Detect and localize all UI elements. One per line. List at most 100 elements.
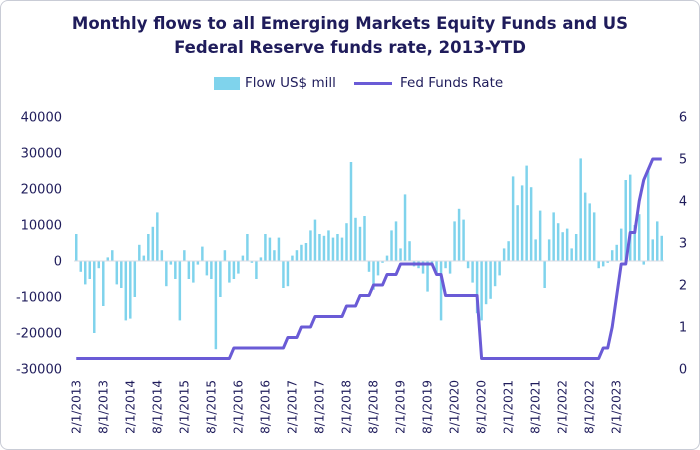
flow-bar [268,237,272,261]
y-right-tick-label: 0 [679,363,687,378]
flow-bar [647,171,650,261]
x-tick-label: 8/1/2018 [367,380,381,434]
flow-bar [502,248,506,261]
flow-bar [457,208,461,261]
flow-bar [592,212,596,261]
flow-bar [304,243,308,261]
flow-bar [88,261,91,279]
flow-bar [624,180,627,261]
flow-bar [462,219,465,261]
flow-bar [259,257,263,261]
flow-bar [556,223,560,261]
x-tick-label: 8/1/2021 [529,380,543,434]
flow-bar [201,246,204,261]
flow-bar [223,250,227,261]
flow-bar [291,255,294,261]
flow-bar [309,230,312,261]
flow-bar [327,230,330,261]
flow-bar [475,261,479,314]
flow-bar [124,261,128,321]
y-right-tick-label: 6 [679,111,687,126]
flow-bar [286,261,290,287]
flow-bar [511,176,515,261]
legend-item-flow: Flow US$ mill [214,72,336,94]
flow-bar [282,261,285,288]
flow-bar [471,261,474,283]
flow-bar [93,261,96,333]
flow-bar [273,250,276,261]
flow-bar [399,248,402,261]
flow-bar [390,230,393,261]
flow-bar [228,261,231,283]
flow-bar [435,261,438,274]
x-tick-label: 2/1/2016 [231,380,245,434]
x-tick-label: 8/1/2015 [204,380,218,434]
x-tick-label: 8/1/2014 [150,380,164,434]
flow-bar [322,235,326,261]
flow-bar [255,261,258,279]
flow-bar [529,187,533,261]
flow-bar [651,239,654,261]
flow-bar [178,261,182,321]
flow-bar [484,261,488,305]
flow-bar [570,248,573,261]
flow-bar [336,234,339,261]
flow-bar [489,261,492,299]
flow-bar [300,244,303,261]
y-right-tick-label: 5 [679,153,687,168]
flow-bar [579,158,582,261]
flow-bar [498,261,501,276]
flow-bar [187,261,191,279]
chart-title: Monthly flows to all Emerging Markets Eq… [0,12,700,60]
flow-bar [615,244,618,261]
y-left-tick-label: -10000 [16,291,62,306]
flow-bar [376,261,380,276]
flow-bar [363,216,366,261]
flow-bar [147,234,150,261]
flow-bar [241,255,245,261]
flow-bar [561,232,564,261]
flow-bar [120,261,123,288]
flow-bar [588,203,591,261]
fed-funds-rate-line [76,157,662,360]
y-left-tick-label: 0 [54,255,62,270]
flow-bar [246,234,249,261]
legend-label-flow: Flow US$ mill [245,75,336,91]
y-left-tick-label: -30000 [16,363,62,378]
flow-bar [597,261,600,269]
y-right-tick-label: 1 [679,321,687,336]
flow-bar [313,219,317,261]
flow-bar [403,194,407,261]
flow-bar [480,261,483,321]
chart-title-line-1: Monthly flows to all Emerging Markets Eq… [71,14,629,33]
flow-bar [165,261,168,287]
y-left-tick-label: -20000 [16,327,62,342]
flow-bar [129,261,132,319]
flow-bar [439,261,443,321]
y-right-tick-label: 3 [679,237,687,252]
flow-bar [660,235,663,261]
legend-swatch-line [354,81,392,85]
x-tick-label: 2/1/2019 [394,380,408,434]
x-tick-label: 2/1/2022 [556,380,570,434]
flow-bar [637,214,641,261]
flow-bar [421,261,425,274]
flow-bar [408,241,411,261]
flow-bar [385,255,389,261]
flow-bar [295,250,299,261]
flow-bar [237,261,240,274]
flow-bar [610,250,614,261]
flow-bar [345,223,348,261]
flow-bar [619,228,623,261]
y-right-tick-label: 2 [679,279,687,294]
flow-bar [142,255,146,261]
flow-bar [349,162,353,261]
flow-bar [318,234,321,261]
flow-bar [534,239,537,261]
flow-bar [106,257,110,261]
flow-bar [340,237,344,261]
flow-bar [538,210,542,261]
x-tick-label: 2/1/2015 [177,380,191,434]
flow-bar [525,165,528,261]
